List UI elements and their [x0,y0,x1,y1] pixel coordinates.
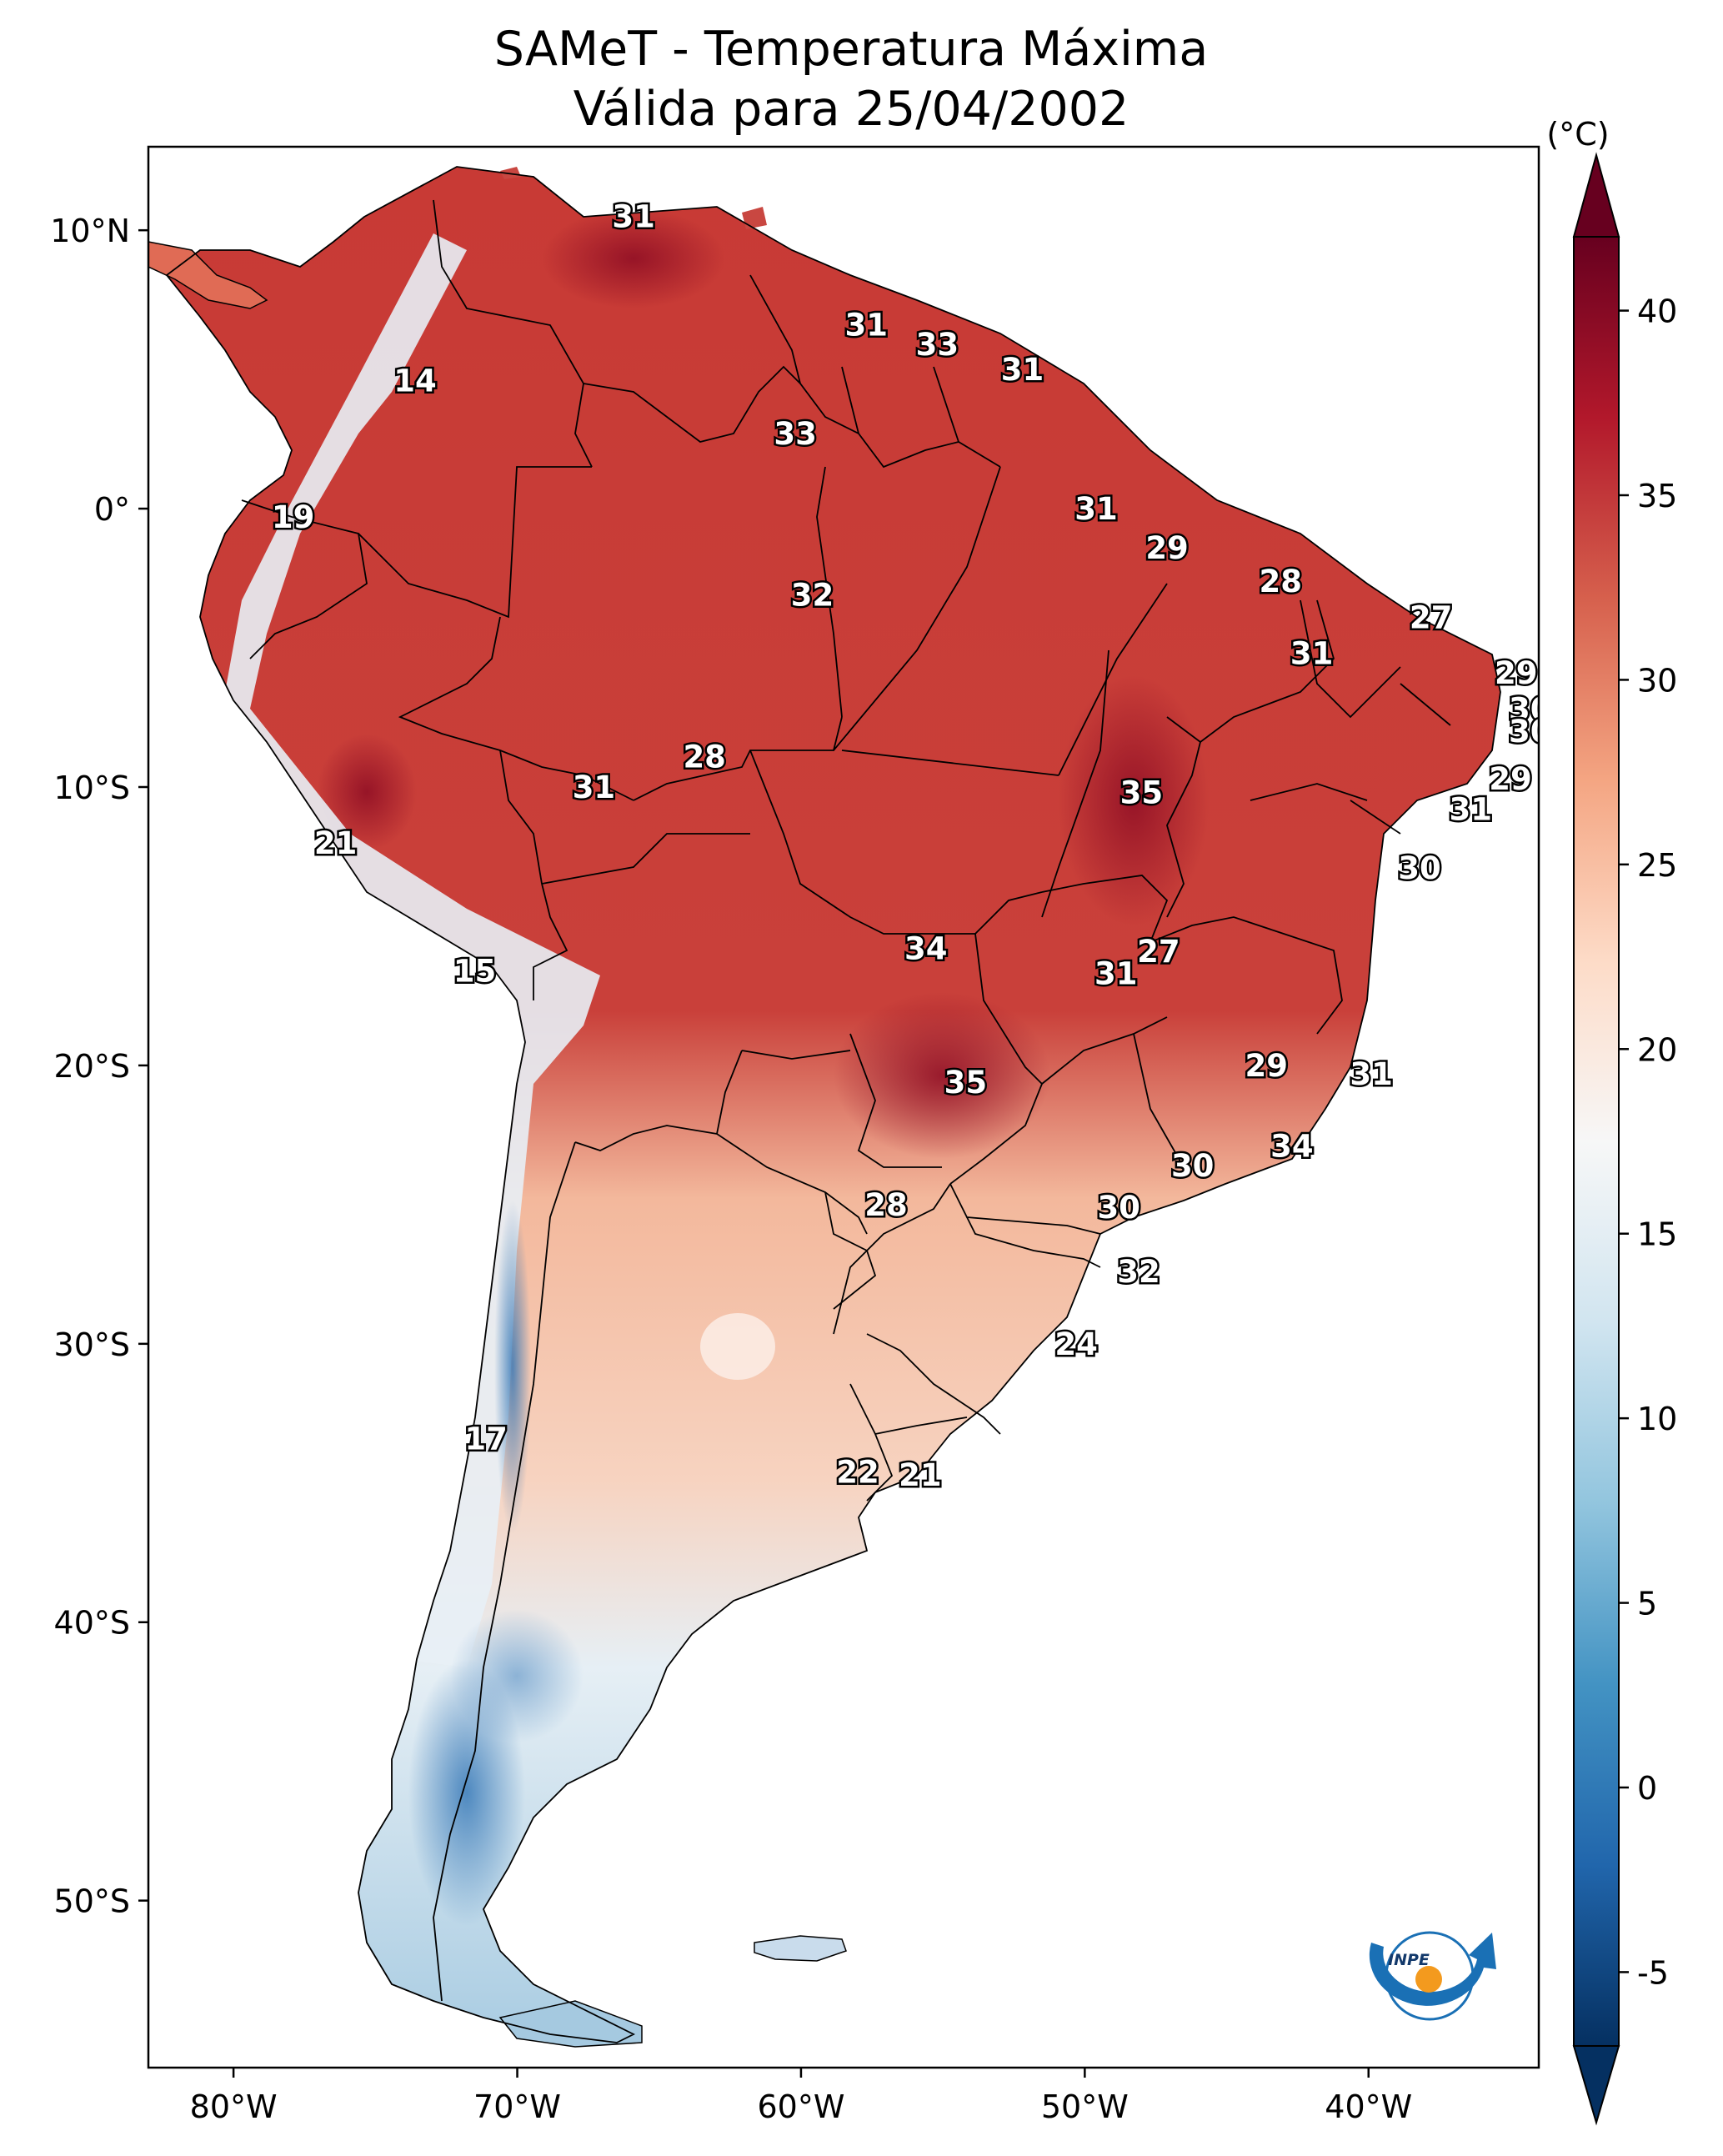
colorbar-tick-label: 30 [1637,662,1677,699]
hot-spot [1059,675,1209,925]
hot-spot [834,992,1050,1159]
colorbar-tick-label: -5 [1637,1954,1669,1991]
lon-tick-label: 80°W [190,2088,278,2125]
temperature-value-label: 30 [1097,1190,1140,1226]
warm-patch [700,1313,775,1380]
colorbar-max-arrow [1572,152,1620,238]
lat-tick-label: 50°S [54,1883,130,1920]
temperature-value-label: 27 [1137,934,1180,970]
temperature-value-label: 17 [464,1421,508,1457]
panama [148,241,268,309]
temperature-value-label: 30 [1509,692,1552,728]
lon-tick-label: 40°W [1325,2088,1412,2125]
lat-tick-label: 10°N [50,213,130,249]
temperature-value-label: 31 [1001,352,1044,388]
temperature-value-label: 21 [899,1457,942,1493]
hot-spot [317,734,417,850]
lat-tick-label: 20°S [54,1048,130,1085]
temperature-value-label: 29 [1495,655,1538,691]
colorbar-gradient [1574,237,1619,2046]
caribbean-island [500,167,521,179]
temperature-value-label: 22 [836,1454,879,1490]
colorbar-frame [1573,236,1620,2047]
colorbar-tick-label: 40 [1637,293,1677,330]
longitude-axis: 80°W 70°W 60°W 50°W 40°W [190,2068,1412,2125]
temperature-value-label: 33 [916,327,959,363]
temperature-value-label: 33 [774,416,817,452]
lat-tick-label: 0° [94,491,130,528]
temperature-value-label: 34 [904,931,948,967]
temperature-value-label: 30 [1398,850,1441,886]
temperature-value-label: 30 [1171,1148,1215,1184]
temperature-value-label: 28 [864,1187,908,1223]
title-line-2: Válida para 25/04/2002 [573,82,1129,137]
temperature-value-label: 35 [1120,775,1164,811]
logo-ring [1385,1931,1475,2021]
temperature-value-label: 31 [1350,1056,1393,1092]
temperature-value-label: 31 [612,198,655,234]
temperature-value-label: 29 [1245,1048,1288,1084]
temperature-value-label: 32 [791,578,834,614]
cold-spot [450,1609,584,1742]
trinidad [742,207,767,229]
colorbar-min-arrow [1572,2045,1620,2126]
logo-sun [1415,1966,1442,1993]
hot-spot [542,208,725,308]
map-frame [147,145,1540,2069]
temperature-value-label: 28 [1259,564,1302,599]
colorbar-tick-label: 25 [1637,847,1677,884]
temperature-value-label: 19 [272,499,315,535]
temperature-value-label: 31 [573,770,616,805]
cold-spot [494,1201,531,1534]
falkland-islands [754,1935,847,1962]
colorbar-tick-label: 35 [1637,478,1677,514]
temperature-value-label: 29 [1489,761,1532,797]
colorbar-tick-label: 15 [1637,1216,1677,1253]
logo-arc [1369,1933,1496,2006]
temperature-value-label: 21 [314,825,358,861]
temperature-value-label: 14 [393,363,437,399]
colorbar-ticks: 40 35 30 25 20 15 10 5 0 -5 [1619,293,1677,1991]
temperature-value-label: 31 [1290,636,1334,672]
temperature-value-label: 24 [1054,1326,1098,1362]
temperature-value-label: 31 [1450,792,1493,828]
tierra-del-fuego [498,2000,643,2048]
temperature-value-label: 34 [1270,1129,1314,1165]
temperature-value-label: 31 [1094,956,1138,992]
temperature-value-label: 27 [1410,599,1453,635]
colorbar-tick-label: 10 [1637,1401,1677,1437]
temperature-value-label: 31 [1074,491,1118,527]
borders [165,166,1501,2043]
temperature-value-label: 15 [453,953,497,989]
lat-tick-label: 30°S [54,1326,130,1363]
colorbar: (°C) 40 35 30 25 20 15 10 5 0 -5 [1546,116,1677,2126]
colorbar-tick-label: 20 [1637,1031,1677,1068]
temperature-value-label: 35 [944,1065,988,1101]
temperature-value-label: 31 [844,308,888,343]
inpe-logo: INPE [1369,1931,1496,2021]
colorbar-tick-label: 5 [1637,1586,1657,1622]
temperature-value-label: 29 [1145,530,1189,566]
latitude-axis: 10°N 0° 10°S 20°S 30°S 40°S 50°S [50,213,148,1920]
lat-tick-label: 10°S [54,770,130,806]
lat-tick-label: 40°S [54,1605,130,1642]
logo-text: INPE [1388,1951,1430,1969]
lon-tick-label: 50°W [1041,2088,1129,2125]
colorbar-tick-label: 0 [1637,1770,1657,1807]
lon-tick-label: 60°W [757,2088,844,2125]
temperature-value-label: 32 [1117,1254,1160,1290]
colorbar-unit: (°C) [1546,116,1609,153]
title-line-1: SAMeT - Temperatura Máxima [494,22,1209,77]
temperature-value-label: 28 [683,739,726,775]
lon-tick-label: 70°W [473,2088,561,2125]
land-south-america [167,167,1500,2043]
temperature-value-label: 30 [1509,714,1552,750]
